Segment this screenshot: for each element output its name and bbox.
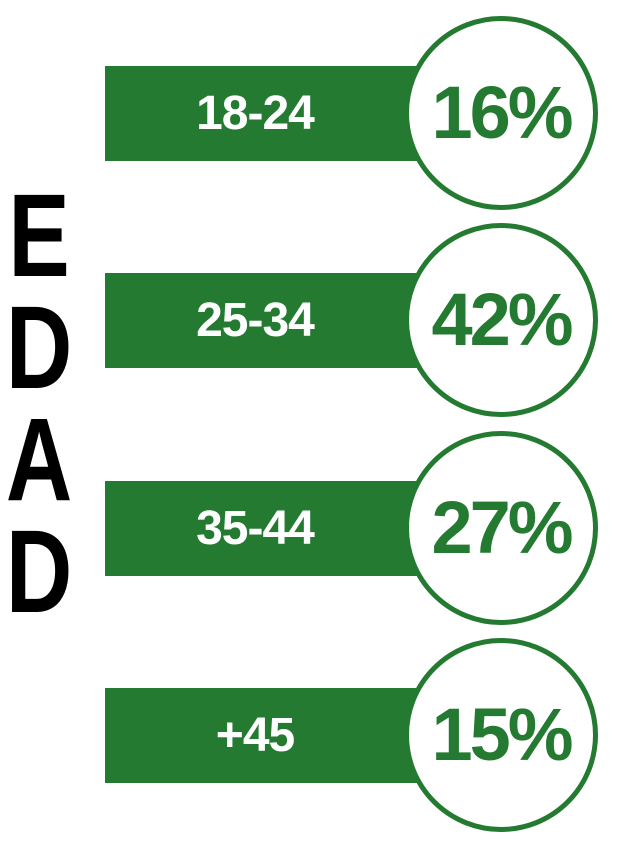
- value-label: 15%: [431, 693, 573, 776]
- value-label: 16%: [431, 71, 573, 154]
- value-circle: 15%: [404, 638, 598, 832]
- category-bar: 18-24: [105, 66, 425, 161]
- category-bar: 35-44: [105, 481, 425, 576]
- category-label: 35-44: [196, 502, 315, 555]
- value-circle: 27%: [404, 431, 598, 625]
- value-circle: 42%: [404, 223, 598, 417]
- category-label: 25-34: [196, 294, 315, 347]
- category-label: 18-24: [196, 87, 315, 140]
- category-label: +45: [215, 709, 295, 762]
- title: EDAD: [5, 170, 73, 638]
- value-label: 27%: [431, 486, 573, 569]
- value-label: 42%: [431, 278, 573, 361]
- category-bar: +45: [105, 688, 425, 783]
- category-bar: 25-34: [105, 273, 425, 368]
- value-circle: 16%: [404, 16, 598, 210]
